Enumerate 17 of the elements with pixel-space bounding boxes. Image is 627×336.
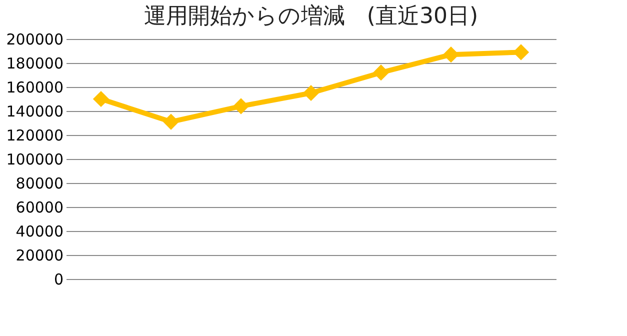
y-tick-label: 140000 (6, 102, 64, 120)
y-tick-label: 20000 (16, 246, 64, 264)
point (232, 98, 250, 114)
y-tick-label: 180000 (6, 54, 64, 72)
point (302, 84, 320, 102)
point (372, 64, 390, 81)
y-tick-label: 60000 (16, 198, 64, 216)
y-tick-label: 200000 (6, 30, 64, 48)
y-tick-label: 80000 (16, 174, 64, 192)
y-tick-label: 160000 (6, 78, 64, 96)
point (162, 114, 180, 130)
y-tick-label: 100000 (6, 150, 64, 168)
point (92, 90, 110, 108)
y-tick-label: 120000 (6, 126, 64, 144)
chart-title: 運用開始からの増減 (直近30日) (144, 4, 478, 29)
y-tick-label: 40000 (16, 222, 64, 240)
y-tick-label: 0 (54, 270, 64, 288)
